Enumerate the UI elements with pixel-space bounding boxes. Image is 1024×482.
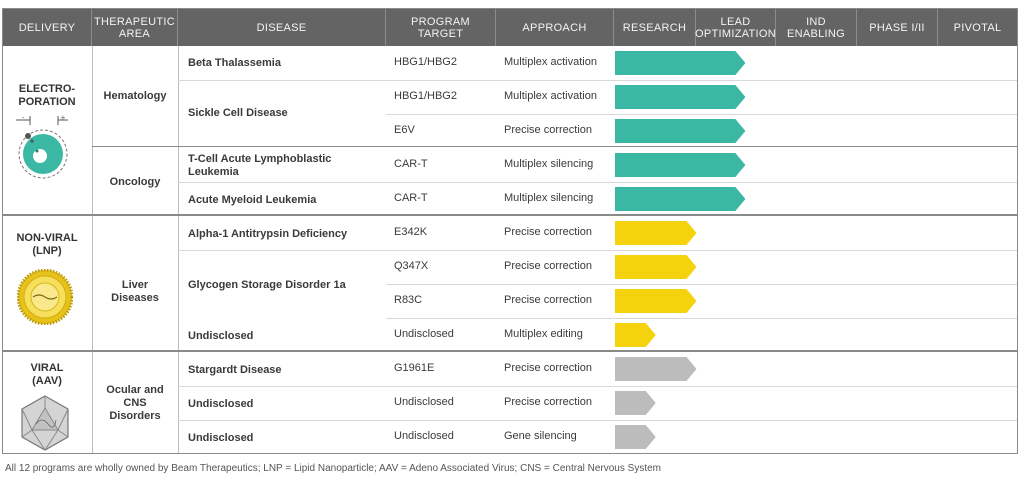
program-target: E342K: [394, 226, 428, 238]
header-lead-optimization: LEAD OPTIMIZATION: [695, 9, 776, 46]
header-research: RESEARCH: [614, 9, 696, 46]
row-divider: [386, 318, 1017, 319]
delivery-viral-aav: VIRAL (AAV): [30, 362, 64, 387]
program-approach: Multiplex silencing: [504, 192, 594, 204]
disease-sickle-cell: Sickle Cell Disease: [188, 107, 288, 119]
program-approach: Precise correction: [504, 260, 593, 272]
program-target: HBG1/HBG2: [394, 90, 457, 102]
progress-bar: [615, 51, 746, 75]
column-divider: [92, 46, 93, 453]
header-pivotal: PIVOTAL: [953, 21, 1002, 34]
progress-bar: [615, 357, 697, 381]
progress-bar: [615, 255, 697, 279]
program-target: E6V: [394, 124, 415, 136]
program-target: CAR-T: [394, 158, 428, 170]
program-approach: Precise correction: [504, 396, 593, 408]
disease-undisclosed-liver: Undisclosed: [188, 330, 254, 342]
row-divider: [178, 80, 1017, 81]
table-header: [3, 9, 1017, 46]
program-target: Undisclosed: [394, 430, 454, 442]
column-divider: [178, 46, 179, 453]
pipeline-table-frame: [2, 8, 1018, 454]
program-approach: Multiplex silencing: [504, 158, 594, 170]
program-approach: Multiplex activation: [504, 56, 597, 68]
program-target: R83C: [394, 294, 423, 306]
program-target: CAR-T: [394, 192, 428, 204]
area-hematology: Hematology: [103, 90, 167, 102]
header-approach: APPROACH: [496, 9, 614, 46]
program-approach: Precise correction: [504, 124, 593, 136]
program-approach: Gene silencing: [504, 430, 577, 442]
disease-beta-thalassemia: Beta Thalassemia: [188, 57, 281, 69]
delivery-electroporation: ELECTRO- PORATION: [18, 83, 76, 108]
program-approach: Precise correction: [504, 362, 593, 374]
progress-bar: [615, 187, 746, 211]
program-target: G1961E: [394, 362, 435, 374]
footer-note: All 12 programs are wholly owned by Beam…: [5, 463, 661, 474]
row-divider: [178, 386, 1017, 387]
progress-bar: [615, 425, 656, 449]
progress-bar: [615, 289, 697, 313]
header-ind-enabling: IND ENABLING: [776, 9, 857, 46]
disease-aml: Acute Myeloid Leukemia: [188, 194, 317, 206]
aav-capsid-icon: [21, 395, 69, 451]
lipid-nanoparticle-icon: [17, 269, 73, 325]
progress-bar: [615, 391, 656, 415]
section-separator: [3, 350, 1017, 352]
area-separator: [92, 146, 1017, 147]
delivery-non-viral-lnp: NON-VIRAL (LNP): [16, 232, 78, 257]
program-approach: Precise correction: [504, 226, 593, 238]
program-approach: Precise correction: [504, 294, 593, 306]
electroporation-cell-icon: - +: [16, 114, 68, 179]
disease-gsd1a: Glycogen Storage Disorder 1a: [188, 279, 346, 291]
program-target: HBG1/HBG2: [394, 56, 457, 68]
program-approach: Multiplex editing: [504, 328, 583, 340]
section-separator: [3, 214, 1017, 216]
row-divider: [178, 250, 1017, 251]
row-divider: [386, 114, 1017, 115]
progress-bar: [615, 153, 746, 177]
program-target: Undisclosed: [394, 328, 454, 340]
row-divider: [178, 420, 1017, 421]
svg-text:-: -: [22, 114, 25, 122]
disease-undisclosed-ocular-2: Undisclosed: [188, 432, 254, 444]
header-therapeutic-area: THERAPEUTIC AREA: [92, 9, 178, 46]
area-liver-diseases: Liver Diseases: [111, 279, 159, 304]
header-phase-1-2: PHASE I/II: [857, 9, 938, 46]
program-target: Q347X: [394, 260, 429, 272]
program-approach: Multiplex activation: [504, 90, 597, 102]
progress-bar: [615, 221, 697, 245]
area-ocular-cns-disorders: Ocular and CNS Disorders: [106, 384, 164, 422]
disease-undisclosed-ocular-1: Undisclosed: [188, 398, 254, 410]
progress-bar: [615, 119, 746, 143]
header-delivery: DELIVERY: [3, 9, 92, 46]
header-disease: DISEASE: [178, 9, 386, 46]
svg-text:+: +: [60, 114, 66, 122]
header-program-target: PROGRAM TARGET: [386, 9, 496, 46]
area-oncology: Oncology: [109, 176, 161, 188]
disease-stargardt: Stargardt Disease: [188, 364, 282, 376]
row-divider: [178, 182, 1017, 183]
progress-bar: [615, 85, 746, 109]
disease-alpha1: Alpha-1 Antitrypsin Deficiency: [188, 228, 348, 240]
row-divider: [386, 284, 1017, 285]
progress-bar: [615, 323, 656, 347]
program-target: Undisclosed: [394, 396, 454, 408]
disease-t-all: T-Cell Acute Lymphoblastic Leukemia: [188, 153, 332, 178]
